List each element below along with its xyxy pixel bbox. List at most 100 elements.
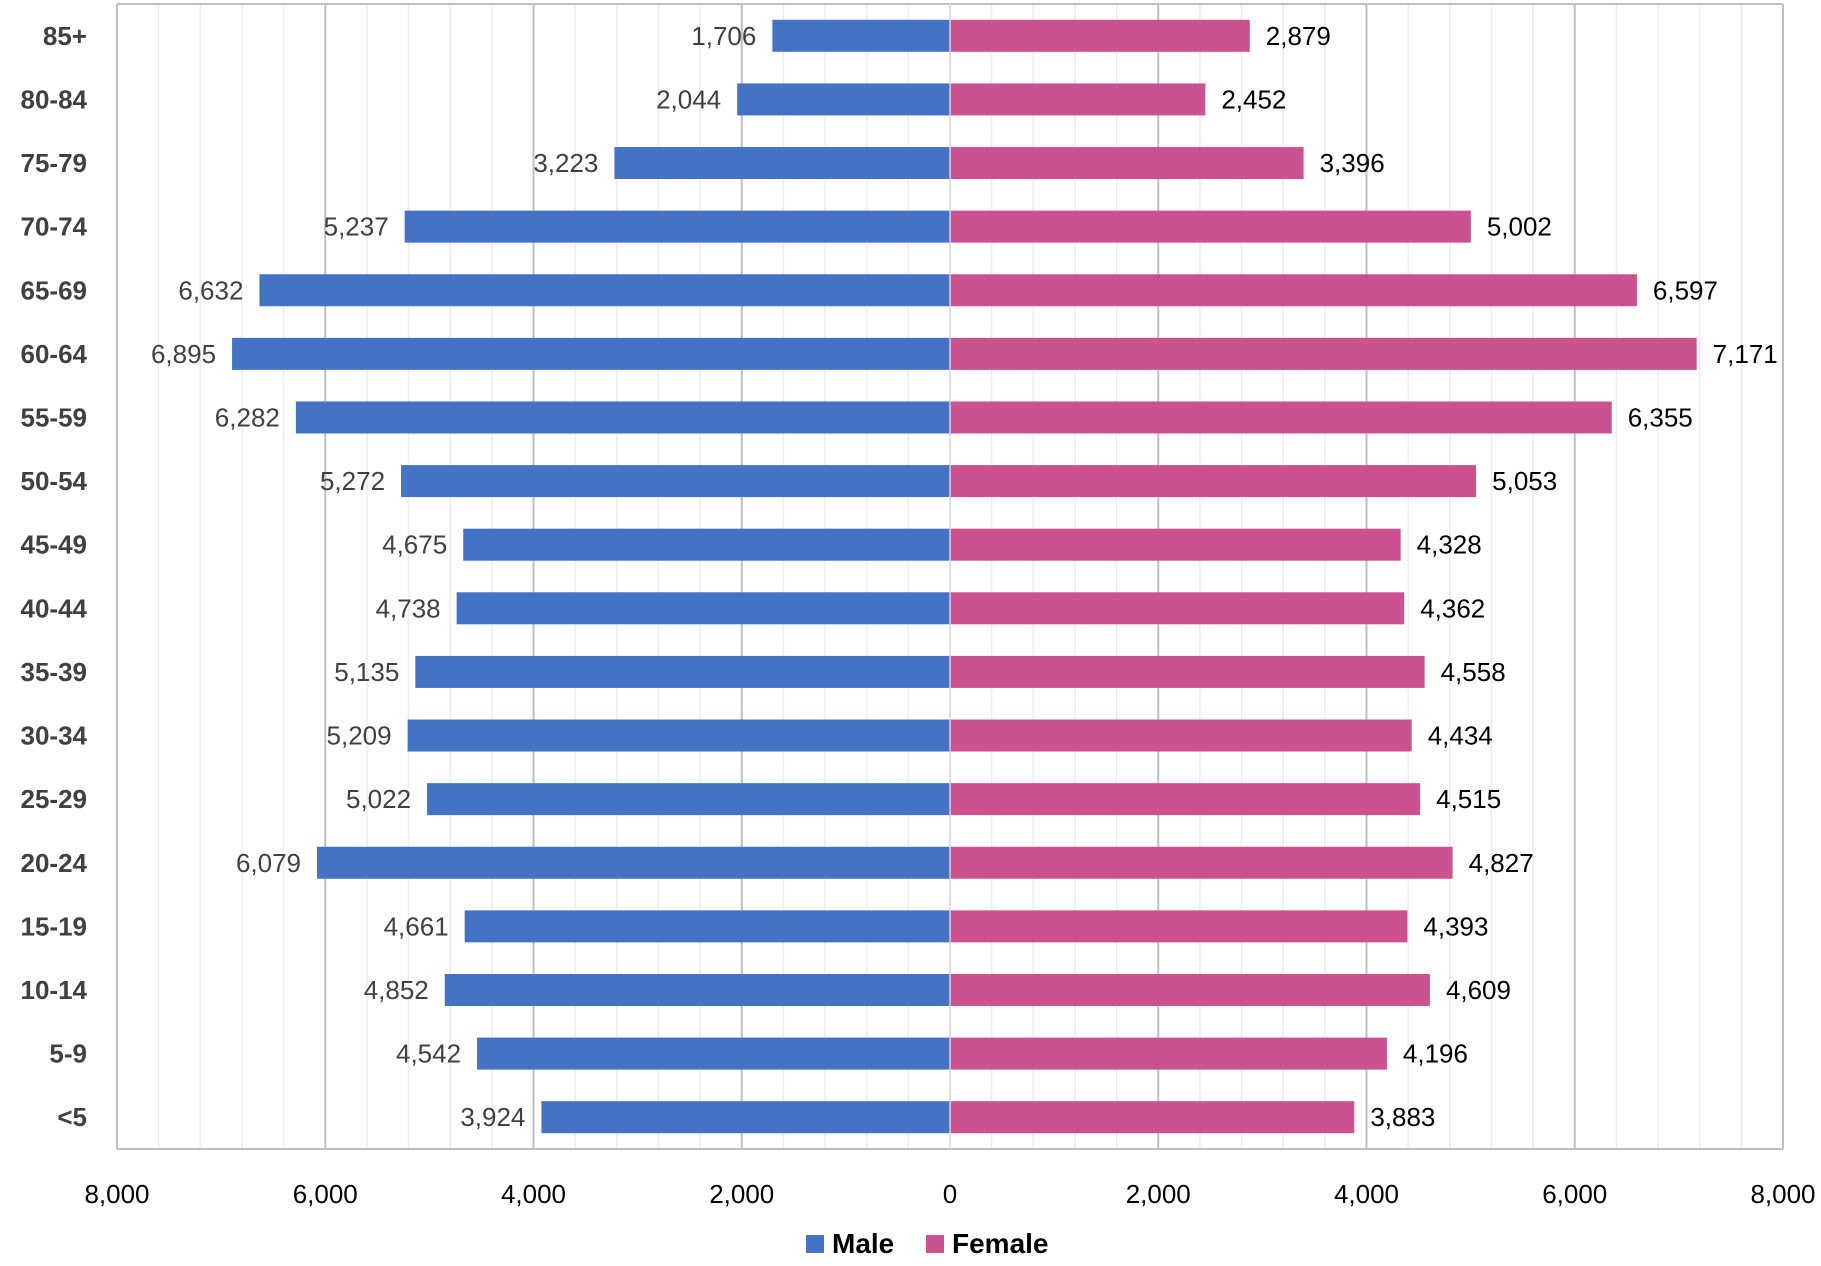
female-bar <box>950 655 1425 688</box>
male-value-label: 5,022 <box>346 784 411 814</box>
male-bar <box>259 274 950 307</box>
male-bar <box>415 655 950 688</box>
female-bar <box>950 147 1304 180</box>
category-label: 20-24 <box>21 848 88 878</box>
male-bar <box>477 1037 950 1070</box>
x-tick-label: 6,000 <box>1542 1179 1607 1209</box>
male-value-label: 6,282 <box>215 402 280 432</box>
category-label: 55-59 <box>21 402 88 432</box>
category-label: 10-14 <box>21 975 88 1005</box>
legend-male-label: Male <box>832 1228 894 1259</box>
category-label: <5 <box>57 1102 87 1132</box>
female-bar <box>950 1037 1387 1070</box>
male-value-label: 5,272 <box>320 466 385 496</box>
male-value-label: 6,079 <box>236 848 301 878</box>
female-value-label: 5,002 <box>1487 212 1552 242</box>
female-value-label: 4,434 <box>1428 721 1493 751</box>
female-value-label: 4,196 <box>1403 1039 1468 1069</box>
x-tick-label: 0 <box>943 1179 957 1209</box>
female-bar <box>950 1101 1355 1134</box>
female-bar <box>950 973 1430 1006</box>
male-bar <box>295 401 951 434</box>
female-bar <box>950 465 1477 498</box>
female-bar <box>950 592 1405 625</box>
category-label: 25-29 <box>21 784 88 814</box>
female-value-label: 2,452 <box>1221 84 1286 114</box>
male-value-label: 6,632 <box>178 275 243 305</box>
female-bar <box>950 528 1401 561</box>
male-bar <box>456 592 950 625</box>
male-bar <box>407 719 950 752</box>
female-value-label: 5,053 <box>1492 466 1557 496</box>
male-value-label: 4,738 <box>376 593 441 623</box>
category-label: 50-54 <box>21 466 88 496</box>
female-bar <box>950 19 1250 52</box>
male-bar <box>463 528 950 561</box>
male-value-label: 5,237 <box>324 212 389 242</box>
female-value-label: 3,396 <box>1320 148 1385 178</box>
male-bar <box>737 83 950 116</box>
female-value-label: 6,355 <box>1628 402 1693 432</box>
male-bar <box>464 910 950 943</box>
male-value-label: 4,675 <box>382 530 447 560</box>
legend-female-swatch <box>926 1235 944 1253</box>
x-tick-label: 8,000 <box>84 1179 149 1209</box>
category-label: 45-49 <box>21 530 88 560</box>
female-bar <box>950 337 1697 370</box>
male-bar <box>404 210 950 243</box>
male-value-label: 5,135 <box>334 657 399 687</box>
female-value-label: 2,879 <box>1266 21 1331 51</box>
category-label: 30-34 <box>21 721 88 751</box>
female-bar <box>950 210 1471 243</box>
female-value-label: 4,328 <box>1417 530 1482 560</box>
category-label: 80-84 <box>21 84 88 114</box>
male-bar <box>317 846 950 879</box>
category-label: 5-9 <box>49 1039 87 1069</box>
male-value-label: 3,924 <box>460 1102 525 1132</box>
x-tick-label: 8,000 <box>1750 1179 1815 1209</box>
male-value-label: 3,223 <box>533 148 598 178</box>
category-label: 85+ <box>43 21 87 51</box>
male-value-label: 4,542 <box>396 1039 461 1069</box>
female-value-label: 4,558 <box>1441 657 1506 687</box>
male-value-label: 4,852 <box>364 975 429 1005</box>
female-value-label: 4,362 <box>1420 593 1485 623</box>
male-value-label: 2,044 <box>656 84 721 114</box>
female-bar <box>950 846 1453 879</box>
male-bar <box>541 1101 950 1134</box>
female-value-label: 7,171 <box>1713 339 1778 369</box>
female-bar <box>950 910 1408 943</box>
x-tick-label: 2,000 <box>709 1179 774 1209</box>
x-tick-label: 2,000 <box>1126 1179 1191 1209</box>
male-bar <box>427 783 951 816</box>
female-value-label: 4,609 <box>1446 975 1511 1005</box>
female-value-label: 6,597 <box>1653 275 1718 305</box>
male-value-label: 1,706 <box>691 21 756 51</box>
female-value-label: 4,827 <box>1469 848 1534 878</box>
category-label: 40-44 <box>21 593 88 623</box>
male-bar <box>444 973 950 1006</box>
female-bar <box>950 83 1206 116</box>
male-bar <box>614 147 950 180</box>
female-bar <box>950 274 1637 307</box>
female-value-label: 3,883 <box>1370 1102 1435 1132</box>
category-label: 15-19 <box>21 911 88 941</box>
category-label: 60-64 <box>21 339 88 369</box>
x-tick-label: 6,000 <box>293 1179 358 1209</box>
legend-male-swatch <box>806 1235 824 1253</box>
male-bar <box>772 19 950 52</box>
category-label: 75-79 <box>21 148 88 178</box>
male-bar <box>401 465 951 498</box>
male-value-label: 5,209 <box>327 721 392 751</box>
x-tick-label: 4,000 <box>501 1179 566 1209</box>
male-value-label: 4,661 <box>384 911 449 941</box>
female-value-label: 4,515 <box>1436 784 1501 814</box>
x-tick-label: 4,000 <box>1334 1179 1399 1209</box>
legend-female-label: Female <box>952 1228 1049 1259</box>
male-value-label: 6,895 <box>151 339 216 369</box>
female-value-label: 4,393 <box>1423 911 1488 941</box>
category-label: 70-74 <box>21 212 88 242</box>
female-bar <box>950 783 1421 816</box>
female-bar <box>950 401 1612 434</box>
